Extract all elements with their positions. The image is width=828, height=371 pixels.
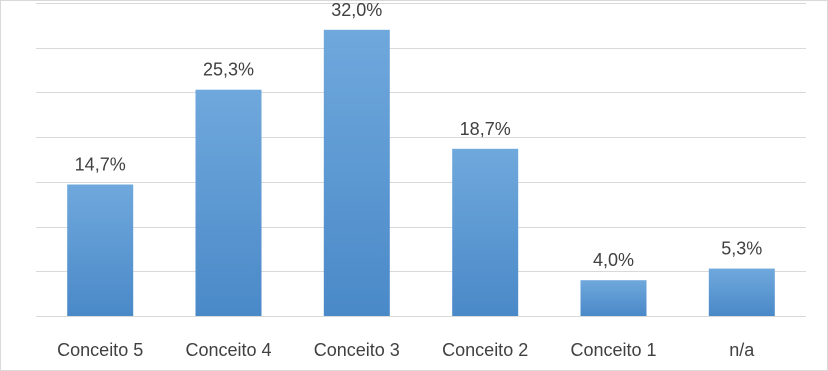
category-label-3: Conceito 2 — [442, 340, 528, 360]
value-label-0: 14,7% — [75, 155, 126, 175]
category-label-1: Conceito 4 — [185, 340, 271, 360]
category-label-4: Conceito 1 — [570, 340, 656, 360]
bar-4 — [580, 280, 647, 316]
value-label-3: 18,7% — [460, 119, 511, 139]
bar-2 — [323, 29, 390, 317]
category-label-2: Conceito 3 — [314, 340, 400, 360]
category-label-5: n/a — [729, 340, 755, 360]
value-label-2: 32,0% — [331, 1, 382, 20]
gridlines — [36, 3, 806, 317]
value-label-1: 25,3% — [203, 60, 254, 80]
category-label-0: Conceito 5 — [57, 340, 143, 360]
value-labels: 14,7% 25,3% 32,0% 18,7% 4,0% 5,3% — [75, 1, 763, 270]
bars — [67, 29, 775, 317]
bar-5 — [708, 268, 775, 316]
value-label-4: 4,0% — [593, 250, 634, 270]
bar-0 — [67, 184, 134, 316]
bar-3 — [452, 148, 519, 316]
bar-1 — [195, 89, 262, 316]
value-label-5: 5,3% — [721, 239, 762, 259]
category-labels: Conceito 5 Conceito 4 Conceito 3 Conceito 2… — [57, 340, 755, 360]
